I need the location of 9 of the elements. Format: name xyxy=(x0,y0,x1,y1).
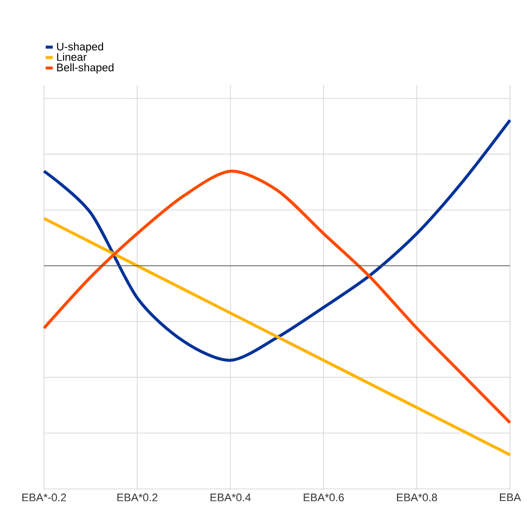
legend-label: Linear xyxy=(57,52,87,61)
x-tick-label: EBA*0.6 xyxy=(304,494,344,502)
x-tick-label: EBA xyxy=(500,494,521,502)
legend-label: U-shaped xyxy=(57,42,104,53)
x-tick-label: EBA*0.8 xyxy=(396,494,438,502)
x-tick-label: EBA*-0.2 xyxy=(22,494,66,502)
x-tick-label: EBA*0.2 xyxy=(117,494,158,502)
legend-label: Bell-shaped xyxy=(57,63,114,74)
x-tick-label: EBA*0.4 xyxy=(210,494,251,502)
